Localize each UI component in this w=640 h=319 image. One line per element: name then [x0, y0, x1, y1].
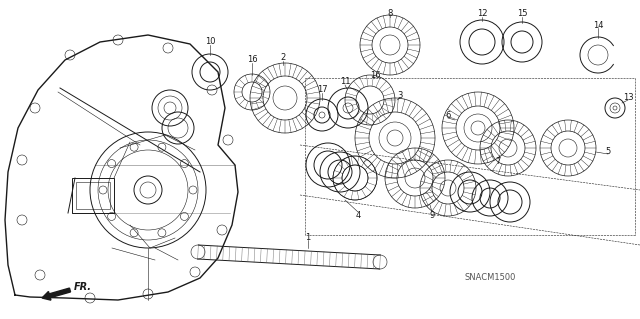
Bar	[72, 178, 114, 213]
Text: 17: 17	[317, 85, 327, 94]
Text: 14: 14	[593, 20, 604, 29]
Bar	[76, 182, 110, 209]
FancyArrow shape	[42, 288, 70, 300]
Text: 5: 5	[605, 147, 611, 157]
Text: 3: 3	[397, 91, 403, 100]
Text: 13: 13	[623, 93, 634, 102]
Text: FR.: FR.	[74, 282, 92, 292]
Text: 16: 16	[246, 56, 257, 64]
Text: 10: 10	[205, 38, 215, 47]
Text: 7: 7	[495, 158, 500, 167]
Text: 1: 1	[305, 233, 310, 241]
Text: 12: 12	[477, 10, 487, 19]
Text: 4: 4	[355, 211, 360, 219]
Text: SNACM1500: SNACM1500	[464, 273, 516, 283]
Text: 11: 11	[340, 78, 350, 86]
Text: 6: 6	[445, 110, 451, 120]
Text: 2: 2	[280, 54, 285, 63]
Text: 16: 16	[370, 70, 380, 79]
Text: 8: 8	[387, 10, 393, 19]
Text: 15: 15	[516, 10, 527, 19]
Text: 9: 9	[429, 211, 435, 219]
